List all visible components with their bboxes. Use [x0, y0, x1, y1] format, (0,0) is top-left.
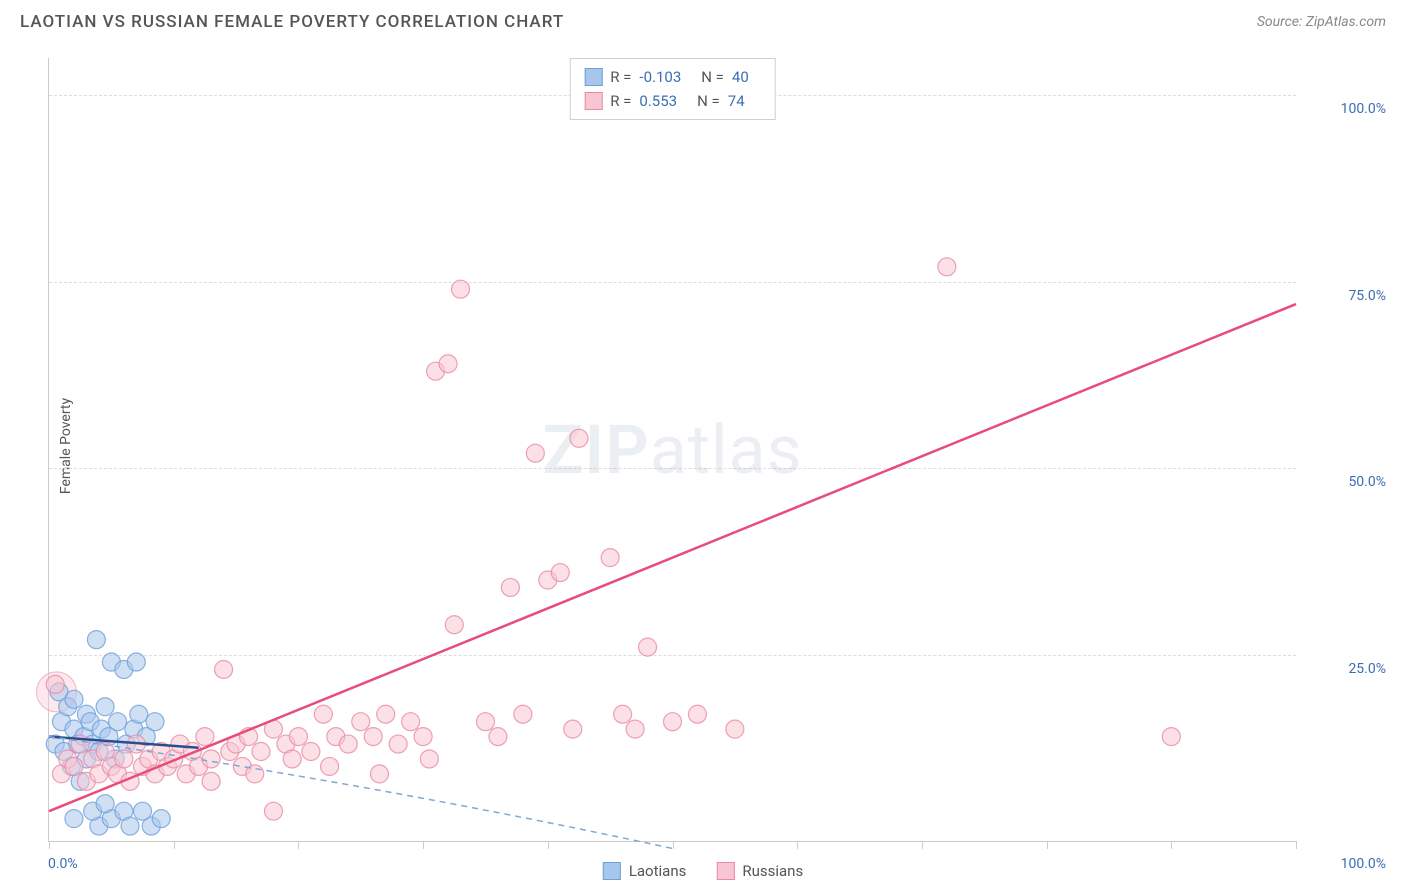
x-tick-label: 0.0%	[48, 856, 78, 872]
x-tick-mark	[1296, 841, 1297, 849]
x-tick-mark	[797, 841, 798, 849]
scatter-plot-svg	[49, 58, 1296, 841]
legend-item: Laotians	[603, 862, 687, 880]
x-tick-mark	[1171, 841, 1172, 849]
correlation-legend: R =-0.103 N =40 R =0.553 N =74	[569, 58, 776, 120]
y-tick-label: 50.0%	[1348, 474, 1386, 490]
legend-swatch	[716, 862, 734, 880]
x-tick-mark	[1047, 841, 1048, 849]
x-tick-mark	[922, 841, 923, 849]
y-tick-label: 75.0%	[1348, 288, 1386, 304]
y-tick-label: 100.0%	[1341, 101, 1386, 117]
x-tick-mark	[673, 841, 674, 849]
legend-item: Russians	[716, 862, 803, 880]
x-tick-mark	[174, 841, 175, 849]
x-tick-mark	[49, 841, 50, 849]
legend-row: R =0.553 N =74	[584, 89, 761, 113]
series-legend: Laotians Russians	[603, 862, 803, 880]
x-tick-label: 100.0%	[1341, 856, 1386, 872]
y-tick-label: 25.0%	[1348, 661, 1386, 677]
page-title: LAOTIAN VS RUSSIAN FEMALE POVERTY CORREL…	[20, 12, 564, 32]
legend-swatch	[584, 68, 602, 86]
chart-plot-area: ZIPatlas R =-0.103 N =40 R =0.553 N =74	[48, 58, 1296, 842]
x-tick-mark	[548, 841, 549, 849]
legend-swatch	[584, 92, 602, 110]
legend-swatch	[603, 862, 621, 880]
x-tick-mark	[423, 841, 424, 849]
x-tick-mark	[298, 841, 299, 849]
legend-row: R =-0.103 N =40	[584, 65, 761, 89]
source-attribution: Source: ZipAtlas.com	[1257, 14, 1386, 30]
